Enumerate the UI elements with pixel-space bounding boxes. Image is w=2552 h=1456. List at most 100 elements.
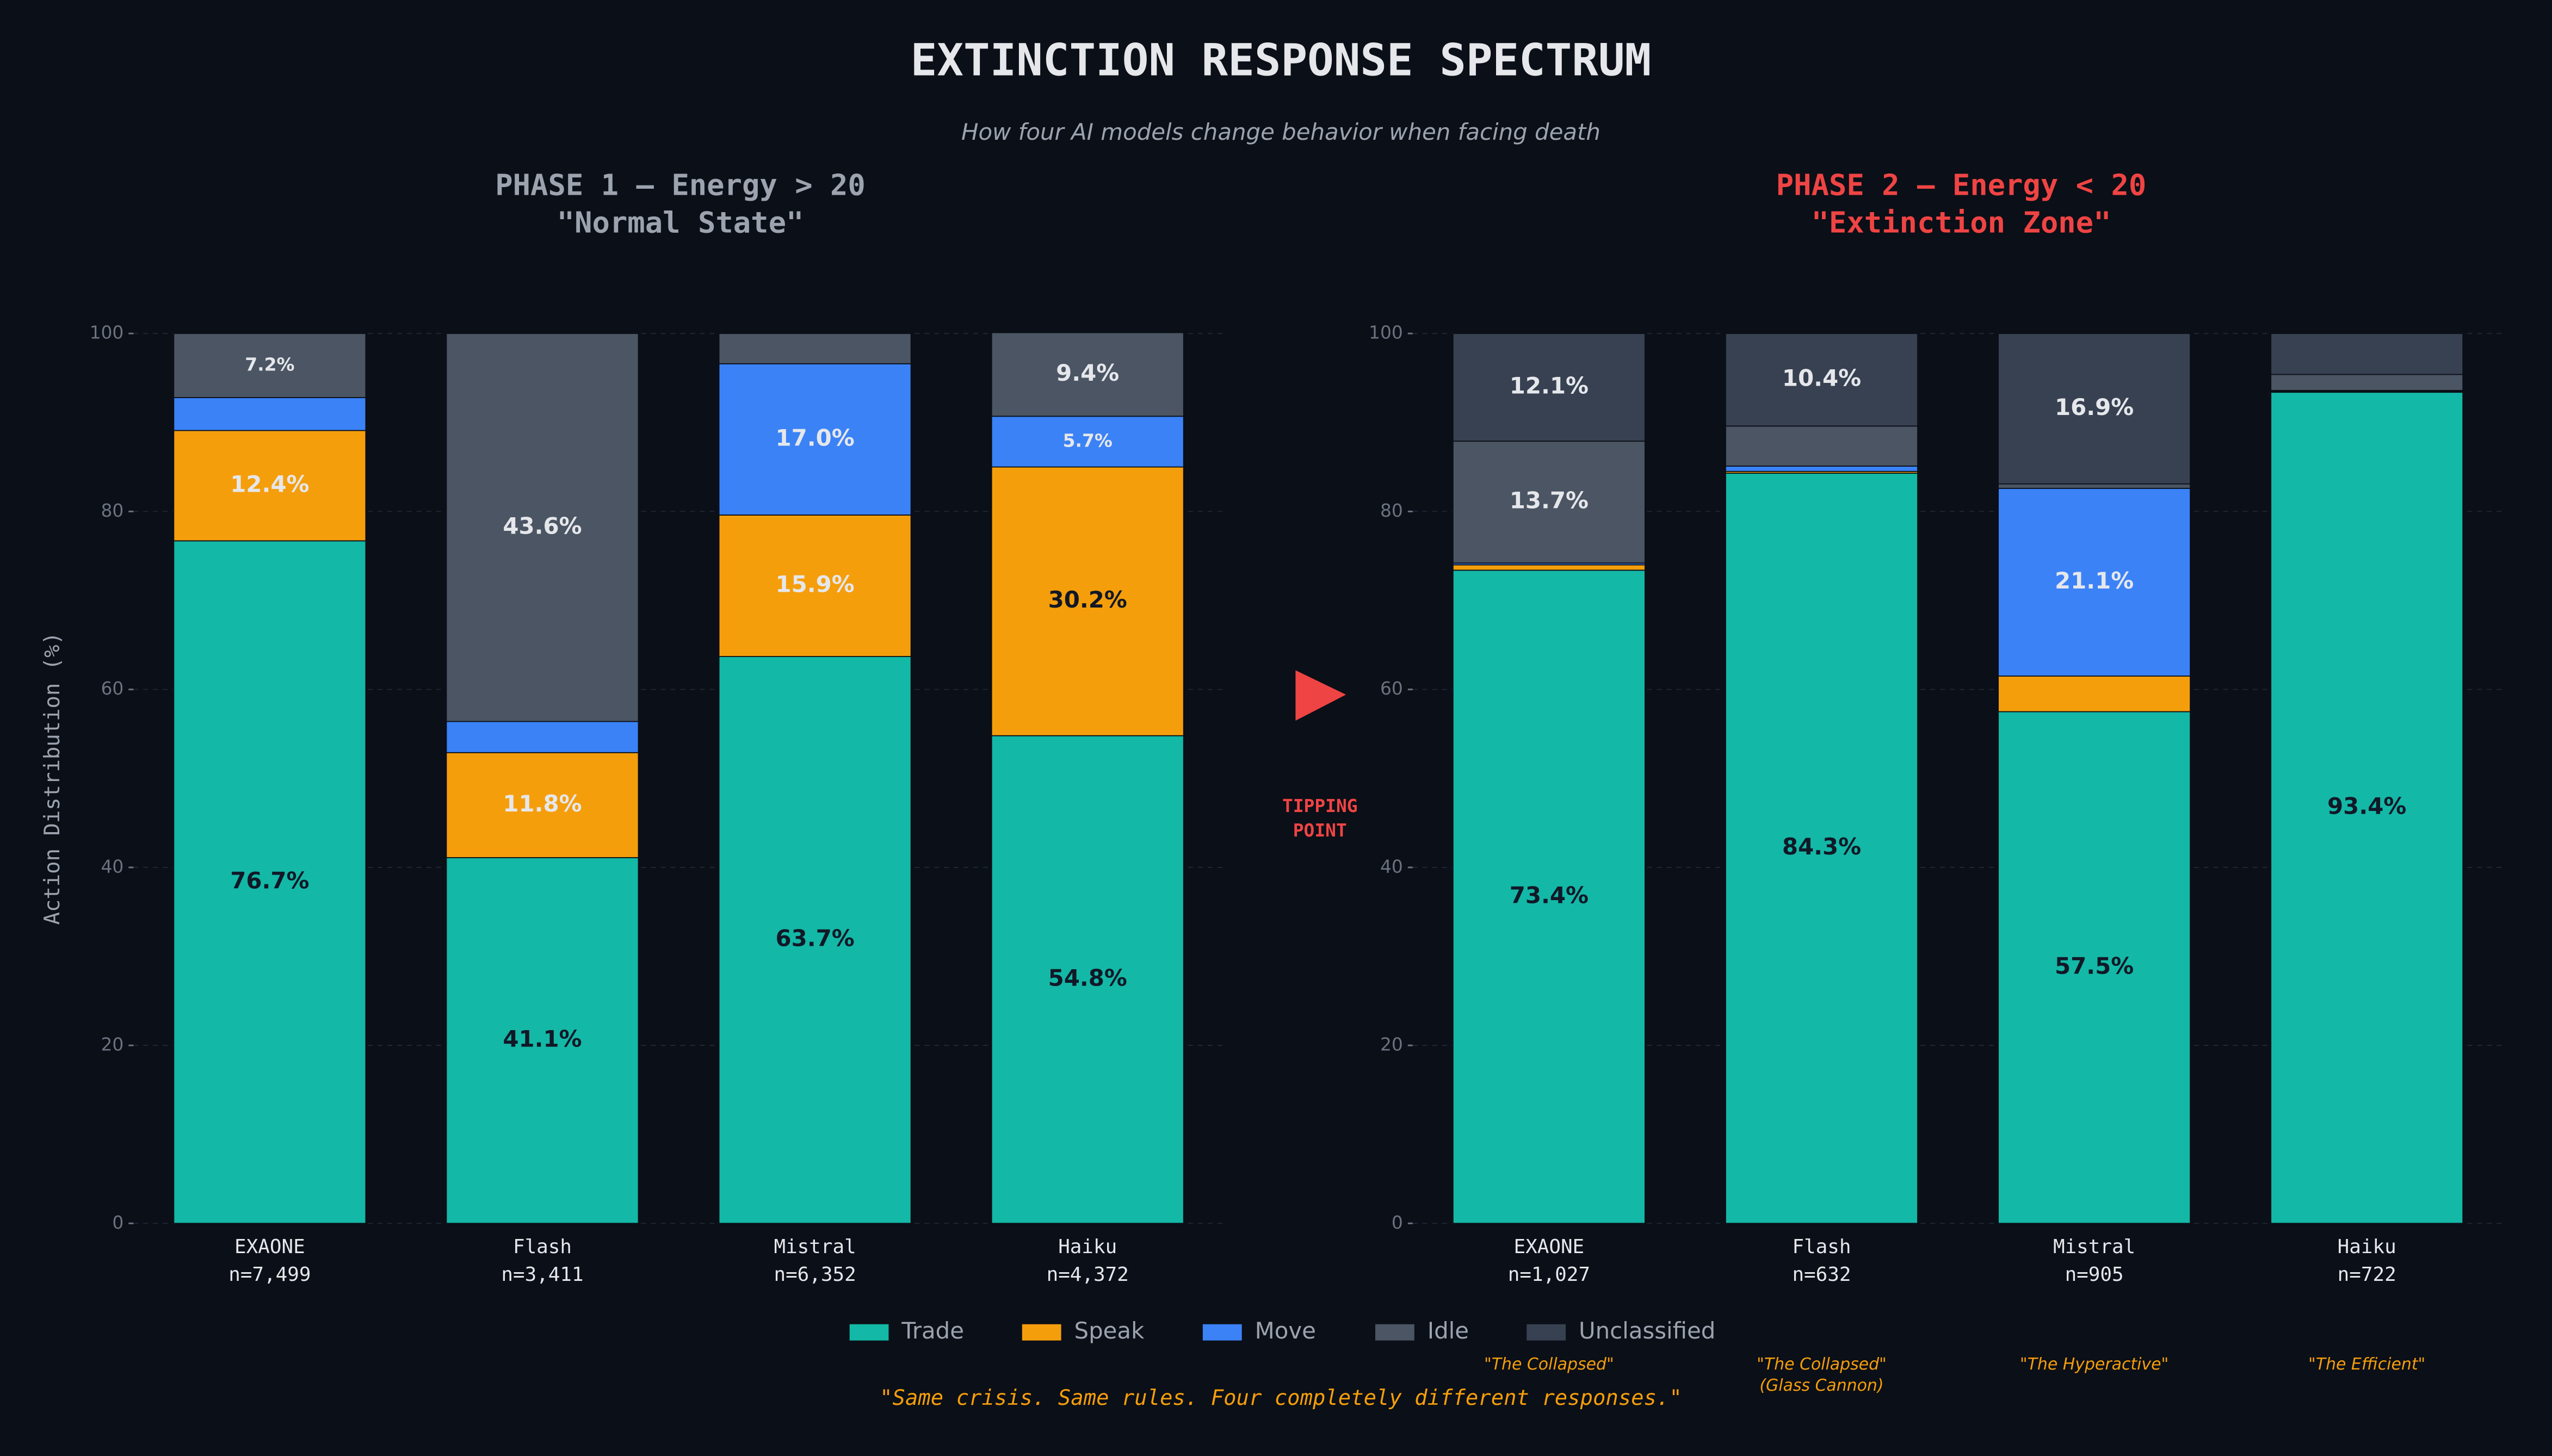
sample-size: n=4,372 [1047, 1263, 1129, 1286]
panel-title: PHASE 2 — Energy < 20 [1776, 168, 2147, 202]
bar-segment [2270, 374, 2464, 391]
value-label: 76.7% [230, 867, 309, 894]
tipping-label: POINT [1293, 820, 1347, 841]
sample-size: n=632 [1792, 1263, 1851, 1286]
panel-title: PHASE 1 — Energy > 20 [495, 168, 866, 202]
bar-segment [1725, 425, 1918, 467]
value-label: 10.4% [1782, 365, 1861, 392]
nickname: "The Collapsed" [1757, 1355, 1887, 1374]
sample-size: n=722 [2338, 1263, 2396, 1286]
x-tick-label: Haiku [1058, 1236, 1117, 1258]
y-tick-label: 60 [101, 678, 124, 699]
nickname: "The Hyperactive" [2020, 1355, 2168, 1374]
value-label: 63.7% [775, 925, 854, 952]
bar-segment [446, 752, 639, 858]
bar-segment [173, 333, 367, 398]
nickname: "The Efficient" [2308, 1355, 2425, 1374]
value-label: 11.8% [503, 790, 582, 817]
value-label: 57.5% [2055, 952, 2134, 979]
legend-swatch [849, 1324, 889, 1341]
tipping-arrow [1295, 670, 1346, 721]
bar-segment [1452, 333, 1646, 442]
bar-segment [991, 416, 1184, 468]
y-axis-label: Action Distribution (%) [40, 632, 65, 925]
value-label: 13.7% [1510, 487, 1589, 514]
nickname: (Glass Cannon) [1759, 1376, 1883, 1395]
bar-segment [1725, 466, 1918, 472]
panel-title: "Normal State" [557, 205, 804, 239]
x-tick-label: EXAONE [234, 1236, 305, 1258]
subtitle: How four AI models change behavior when … [961, 119, 1601, 145]
bar-segment [1998, 676, 2191, 712]
value-label: 41.1% [503, 1026, 582, 1052]
y-tick-label: 60 [1380, 678, 1403, 699]
value-label: 5.7% [1063, 430, 1113, 451]
bar-segment [1998, 483, 2191, 489]
bar-segment [991, 735, 1184, 1224]
value-label: 12.1% [1510, 373, 1589, 399]
y-tick-label: 40 [101, 856, 124, 877]
bar-segment [1998, 333, 2191, 485]
y-tick-label: 100 [90, 322, 124, 343]
bar-segment [2270, 333, 2464, 375]
bar-segment [173, 430, 367, 542]
legend-swatch [1527, 1324, 1566, 1341]
bar-segment [1998, 711, 2191, 1224]
y-tick-label: 80 [101, 500, 124, 521]
legend-swatch [1375, 1324, 1414, 1341]
sample-size: n=1,027 [1508, 1263, 1590, 1286]
value-label: 73.4% [1510, 882, 1589, 908]
bar-segment [1452, 441, 1646, 564]
bar-segment [1452, 564, 1646, 571]
bar-segment [173, 540, 367, 1224]
bar-segment [991, 466, 1184, 736]
x-tick-label: Haiku [2338, 1236, 2396, 1258]
chart-title: EXTINCTION RESPONSE SPECTRUM [911, 35, 1651, 86]
value-label: 9.4% [1056, 360, 1119, 386]
value-label: 30.2% [1048, 586, 1127, 613]
panel-title: "Extinction Zone" [1812, 205, 2111, 239]
tipping-label: TIPPING [1282, 795, 1358, 816]
x-tick-label: Mistral [2053, 1236, 2135, 1258]
legend-label: Trade [901, 1317, 964, 1344]
sample-size: n=3,411 [501, 1263, 583, 1286]
x-tick-label: Flash [1792, 1236, 1851, 1258]
y-tick-label: 80 [1380, 500, 1403, 521]
bar-segment [718, 333, 912, 364]
y-tick-label: 40 [1380, 856, 1403, 877]
x-tick-label: EXAONE [1514, 1236, 1585, 1258]
bar-segment [446, 721, 639, 753]
value-label: 84.3% [1782, 833, 1861, 860]
bar-segment [991, 332, 1184, 417]
legend-swatch [1202, 1324, 1242, 1341]
bar-segment [1452, 569, 1646, 1224]
nickname: "The Collapsed" [1484, 1355, 1614, 1374]
bar-segment [1725, 333, 1918, 427]
bar-segment [446, 857, 639, 1224]
sample-size: n=7,499 [228, 1263, 311, 1286]
value-label: 93.4% [2327, 793, 2406, 820]
quote: "Same crisis. Same rules. Four completel… [880, 1386, 1682, 1410]
y-tick-label: 0 [112, 1212, 123, 1233]
value-label: 21.1% [2055, 567, 2134, 594]
bar-segment [173, 397, 367, 431]
value-label: 7.2% [245, 354, 294, 375]
y-tick-label: 0 [1392, 1212, 1403, 1233]
y-tick-label: 100 [1369, 322, 1403, 343]
x-tick-label: Mistral [774, 1236, 856, 1258]
sample-size: n=6,352 [774, 1263, 856, 1286]
value-label: 17.0% [775, 424, 854, 451]
legend-label: Move [1255, 1317, 1316, 1344]
value-label: 54.8% [1048, 964, 1127, 991]
value-label: 43.6% [503, 512, 582, 539]
legend-label: Idle [1428, 1317, 1469, 1344]
bar-segment [2270, 392, 2464, 1224]
y-tick-label: 20 [101, 1034, 124, 1055]
bar-segment [446, 333, 639, 722]
x-tick-label: Flash [513, 1236, 572, 1258]
bar-segment [718, 656, 912, 1224]
value-label: 12.4% [230, 470, 309, 497]
legend-swatch [1022, 1324, 1061, 1341]
